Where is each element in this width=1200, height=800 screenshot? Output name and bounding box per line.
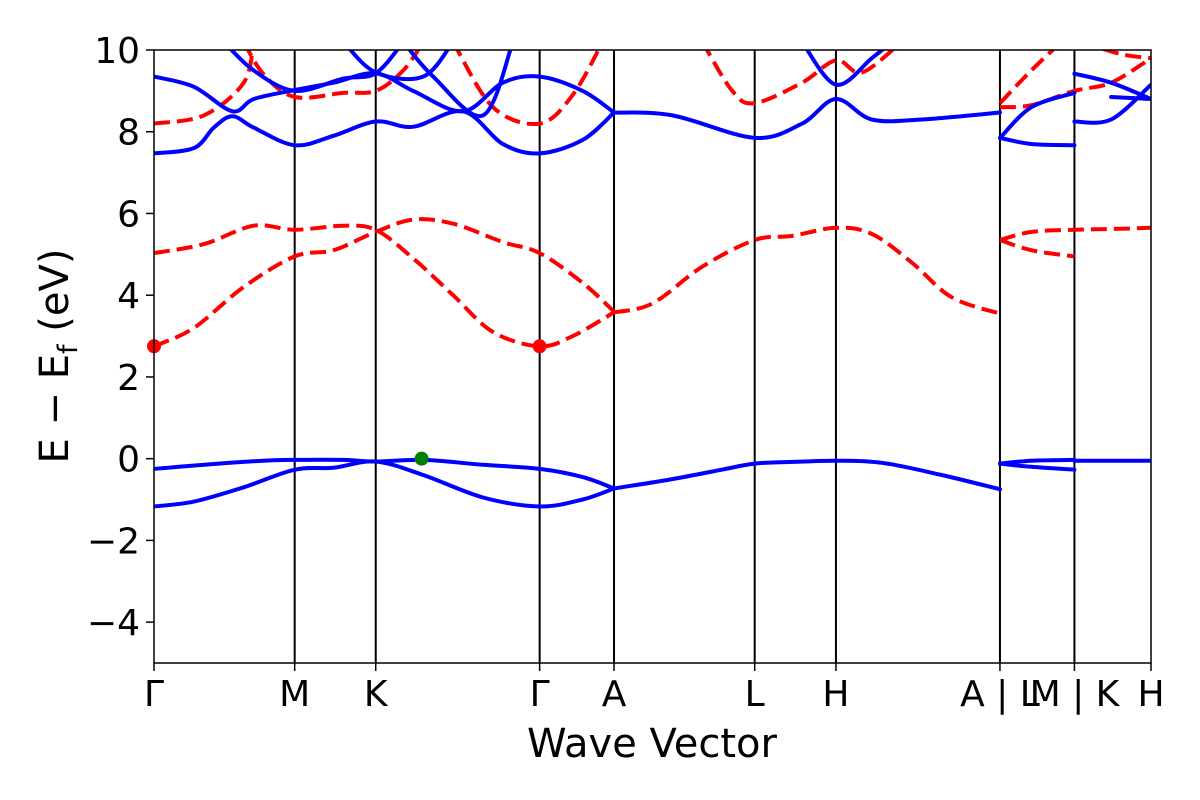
y-tick-label: 8 [117, 113, 140, 154]
bands [154, 50, 1151, 509]
y-tick-label: 6 [117, 194, 140, 235]
conduction-band-line [154, 223, 615, 349]
x-tick-label: Γ [530, 674, 550, 715]
x-tick-label: Γ [144, 674, 164, 715]
conduction-band-line [805, 50, 886, 87]
conduction-band-line [1109, 95, 1151, 101]
conduction-band-line [154, 217, 616, 349]
conduction-band-line [998, 50, 1056, 105]
conduction-band-line [999, 238, 1075, 259]
conduction-band-line [1072, 71, 1151, 101]
kpoint-lines [293, 50, 1076, 663]
conduction-band-line [228, 50, 400, 93]
y-tick-label: 4 [117, 276, 140, 317]
vbm-marker [414, 451, 429, 466]
conduction-band-line [998, 90, 1077, 140]
conduction-band-line [407, 50, 513, 118]
y-axis-label: E − Ef (eV) [32, 249, 84, 464]
conduction-band-line [154, 71, 616, 115]
conduction-band-line [998, 135, 1077, 148]
y-axis-label-subscript: f [53, 343, 84, 354]
valence-band-line [154, 459, 616, 509]
y-tick-label: 10 [94, 31, 140, 72]
conduction-band-line [704, 50, 896, 106]
cbm-marker [532, 339, 547, 354]
x-tick-label: H [822, 674, 849, 715]
conduction-band-line [154, 50, 255, 126]
y-axis-label-unit: (eV) [32, 249, 78, 345]
x-tick-label: M | K [1030, 674, 1121, 715]
x-tick-label: M [279, 674, 310, 715]
conduction-band-line [999, 225, 1151, 242]
x-axis-label: Wave Vector [527, 721, 778, 767]
x-tick-label: K [364, 674, 389, 715]
conduction-band-line [455, 50, 601, 127]
conduction-band-line [245, 50, 421, 100]
plot-frame [153, 49, 1152, 664]
y-axis: −4 −2 0 2 4 6 8 10 [87, 31, 154, 644]
x-tick-label: L [745, 674, 765, 715]
y-tick-label: −4 [87, 603, 140, 644]
extrema-markers [147, 339, 547, 466]
conduction-band-line [612, 97, 1002, 140]
valence-band-line [612, 458, 1002, 492]
valence-band-line [998, 461, 1077, 472]
y-tick-label: 2 [117, 358, 140, 399]
x-tick-label: A | L [960, 674, 1040, 715]
conduction-band-line [613, 225, 1001, 316]
x-tick-label: A [602, 674, 627, 715]
conduction-band-line [347, 50, 450, 82]
conduction-band-line [1072, 82, 1151, 125]
x-tick-label: H [1137, 674, 1164, 715]
conduction-band-line [154, 109, 616, 156]
y-tick-label: −2 [87, 521, 140, 562]
y-axis-label-main: E − E [32, 354, 78, 464]
x-axis: Γ M K Γ A L H A | LM | K H [144, 663, 1165, 715]
y-tick-label: 0 [117, 440, 140, 481]
